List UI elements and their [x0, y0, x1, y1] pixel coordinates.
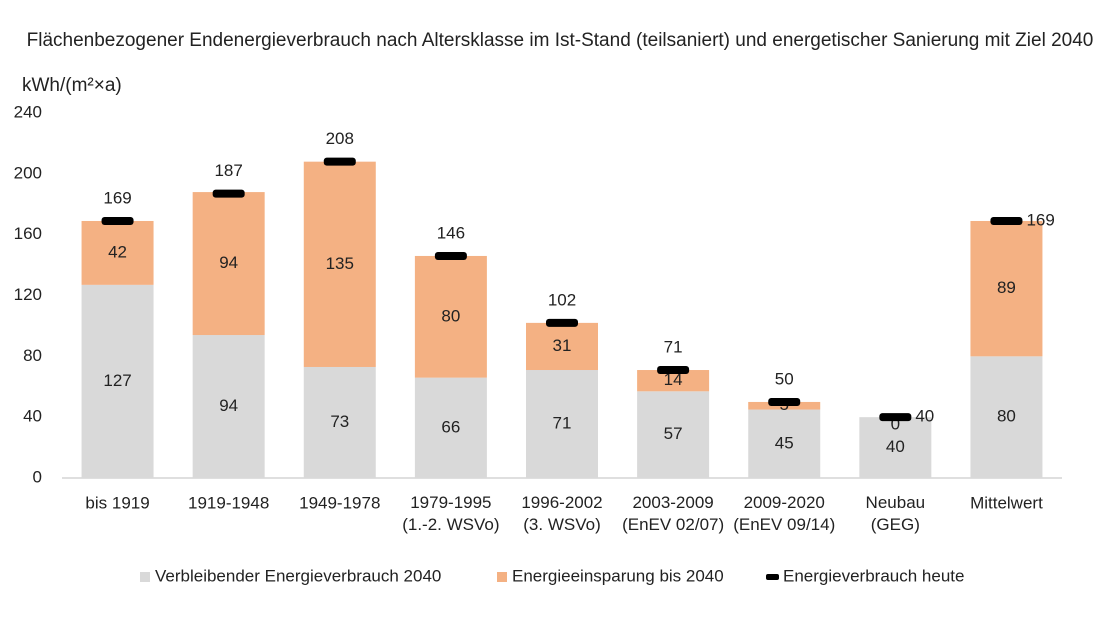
marker	[990, 216, 1023, 225]
bar-segment	[637, 370, 710, 392]
marker	[657, 366, 690, 375]
value-label: 31	[553, 336, 572, 355]
value-label: 80	[997, 407, 1016, 426]
marker	[434, 251, 467, 260]
y-tick-label: 120	[14, 285, 42, 304]
value-label: 127	[103, 371, 131, 390]
legend-label: Energieeinsparung bis 2040	[512, 566, 724, 585]
x-tick-label: bis 1919	[85, 493, 149, 512]
x-tick-label: Mittelwert	[970, 493, 1043, 512]
legend-label: Verbleibender Energieverbrauch 2040	[155, 566, 441, 585]
bar-segment	[81, 284, 154, 478]
bar-segment	[414, 377, 487, 478]
legend-label: Energieverbrauch heute	[783, 566, 964, 585]
y-tick-label: 0	[33, 467, 42, 486]
y-tick-label: 40	[23, 407, 42, 426]
x-tick-label: 2009-2020 (EnEV 09/14)	[733, 493, 835, 534]
bar-segment	[303, 366, 376, 478]
bar-segment	[859, 417, 932, 478]
x-tick-label: 1996-2002 (3. WSVo)	[521, 493, 602, 534]
value-label: 40	[886, 437, 905, 456]
total-label: 40	[915, 407, 934, 426]
value-label: 94	[219, 253, 238, 272]
bar-segment	[637, 391, 710, 478]
bar-segment	[526, 322, 598, 371]
legend-swatch	[497, 572, 507, 582]
legend-swatch	[140, 572, 150, 582]
bar-segment	[192, 335, 265, 478]
value-label: 135	[326, 254, 354, 273]
chart-title: Flächenbezogener Endenergieverbrauch nac…	[26, 30, 1094, 51]
total-label: 102	[548, 290, 576, 309]
bar-segment	[970, 356, 1043, 478]
legend-swatch	[766, 574, 779, 580]
bar-segment	[970, 220, 1043, 357]
bar-segment	[192, 192, 265, 336]
marker	[212, 189, 245, 198]
bar-segment	[526, 370, 598, 478]
marker	[323, 157, 356, 166]
total-label: 71	[664, 338, 683, 357]
y-tick-label: 240	[14, 102, 42, 121]
value-label: 45	[775, 433, 794, 452]
value-label: 73	[330, 412, 349, 431]
marker	[879, 413, 912, 422]
bar-segment	[81, 220, 154, 285]
bar-segment	[414, 255, 487, 378]
total-label: 146	[437, 223, 465, 242]
x-tick-label: Neubau (GEG)	[866, 493, 926, 534]
total-label: 169	[1026, 210, 1054, 229]
total-label: 169	[103, 188, 131, 207]
value-label: 71	[553, 413, 572, 432]
y-axis-label: kWh/(m²×a)	[22, 75, 122, 96]
x-tick-label: 2003-2009 (EnEV 02/07)	[622, 493, 724, 534]
value-label: 80	[441, 306, 460, 325]
value-label: 57	[664, 424, 683, 443]
y-tick-label: 200	[14, 163, 42, 182]
value-label: 94	[219, 396, 238, 415]
bar-segment	[748, 409, 821, 478]
marker	[101, 216, 134, 225]
y-tick-label: 80	[23, 346, 42, 365]
bar-segment	[303, 161, 376, 367]
x-tick-label: 1979-1995 (1.-2. WSVo)	[402, 493, 499, 534]
total-label: 187	[214, 161, 242, 180]
value-label: 0	[891, 415, 900, 434]
value-label: 42	[108, 242, 127, 261]
y-tick-label: 160	[14, 224, 42, 243]
marker	[546, 318, 578, 327]
value-label: 14	[664, 370, 683, 389]
value-label: 89	[997, 278, 1016, 297]
value-label: 66	[441, 417, 460, 436]
total-label: 208	[326, 129, 354, 148]
total-label: 50	[775, 369, 794, 388]
marker	[768, 397, 801, 406]
x-tick-label: 1949-1978	[299, 493, 380, 512]
x-tick-label: 1919-1948	[188, 493, 269, 512]
